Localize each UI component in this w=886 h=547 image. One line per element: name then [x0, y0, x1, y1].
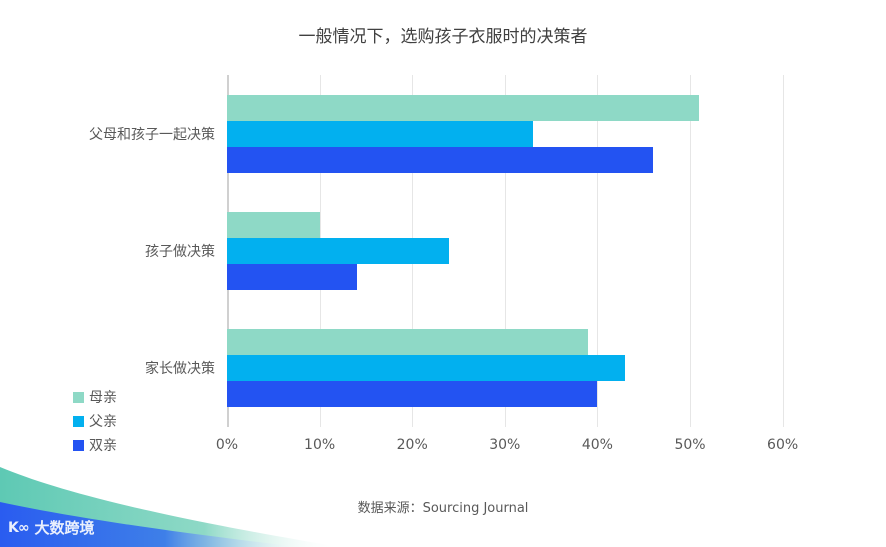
- bar-group3-mother: [227, 329, 589, 355]
- gridline-30: [504, 75, 506, 427]
- legend-swatch-both: [73, 439, 84, 451]
- x-tick-60: 60%: [767, 437, 799, 453]
- gridline-60: [782, 75, 784, 427]
- category-label-child: 孩子做决策: [145, 244, 215, 260]
- legend-swatch-mother: [73, 391, 84, 403]
- x-tick-30: 30%: [489, 437, 521, 453]
- data-source: 数据来源：Sourcing Journal: [357, 501, 529, 516]
- category-label-parent: 家长做决策: [145, 361, 215, 377]
- x-tick-0: 0%: [215, 437, 239, 453]
- category-label-together: 父母和孩子一起决策: [89, 127, 215, 143]
- gridline-50: [690, 75, 691, 427]
- bar-group2-mother: [227, 212, 320, 238]
- bar-group1-mother: [227, 95, 700, 121]
- bar-group1-father: [227, 121, 533, 147]
- bar-group3-both: [227, 381, 598, 407]
- bar-group2-both: [227, 264, 357, 290]
- legend-label-mother: 母亲: [89, 390, 117, 406]
- legend-item-mother: 母亲: [73, 385, 117, 409]
- legend: 母亲 父亲 双亲: [73, 385, 117, 457]
- logo-icon: K∞: [8, 519, 29, 536]
- x-tick-10: 10%: [304, 437, 336, 453]
- legend-label-both: 双亲: [89, 438, 117, 454]
- plot-area: [227, 75, 787, 427]
- bar-group3-father: [227, 355, 626, 381]
- gridline-40: [597, 75, 599, 427]
- logo-text: 大数跨境: [34, 519, 95, 537]
- legend-item-father: 父亲: [73, 409, 117, 433]
- chart-title: 一般情况下，选购孩子衣服时的决策者: [298, 27, 588, 47]
- x-tick-50: 50%: [674, 437, 706, 453]
- legend-label-father: 父亲: [89, 414, 117, 430]
- x-tick-20: 20%: [396, 437, 428, 453]
- bar-group1-both: [227, 147, 653, 173]
- legend-item-both: 双亲: [73, 433, 117, 457]
- brand-logo: K∞ 大数跨境: [8, 517, 95, 538]
- x-tick-40: 40%: [581, 437, 613, 453]
- bar-group2-father: [227, 238, 450, 264]
- legend-swatch-father: [73, 415, 84, 427]
